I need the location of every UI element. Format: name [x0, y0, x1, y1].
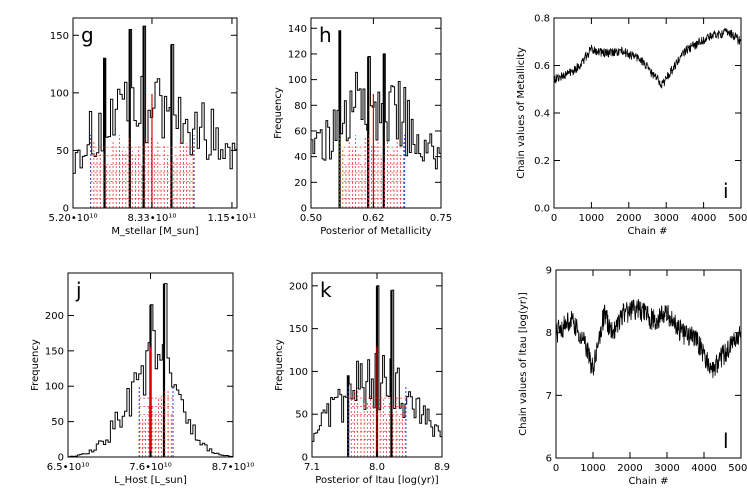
y-tick-label: 150 — [45, 346, 64, 357]
chain-trace — [553, 28, 742, 89]
panel-letter: j — [75, 278, 82, 302]
y-tick-label: 40 — [294, 152, 307, 163]
x-tick-label: 1000 — [580, 463, 605, 474]
y-axis-label: Chain values of ltau [log(yr)] — [518, 292, 529, 436]
x-tick-label: 3000 — [654, 463, 679, 474]
panel-g: 5.20•10¹⁰ 8.33•10¹⁰ 1.15•10¹¹ 0 50 100 150 M_st… — [49, 17, 257, 237]
y-axis-label: Chain values of Metallicity — [516, 47, 527, 179]
y-tick-label: 80 — [294, 101, 307, 112]
panel-j: 6.5•10¹⁰ 7.6•10¹⁰ 8.7•10¹⁰ 0 50 100 150 200 L_Ho… — [30, 272, 255, 486]
x-tick-label: 0 — [551, 213, 557, 224]
x-tick-label: 2000 — [616, 213, 641, 224]
x-axis-label: Posterior of ltau [log(yr)] — [315, 475, 439, 486]
x-tick-label: 6.5•10¹⁰ — [47, 462, 90, 473]
x-axis-label: Posterior of Metallicity — [320, 226, 432, 237]
y-tick-label: 0 — [302, 453, 308, 464]
panel-letter: g — [81, 23, 94, 47]
x-tick-label: 2000 — [617, 463, 642, 474]
x-tick-label: 8.33•10¹⁰ — [128, 213, 177, 224]
x-axis-label: Chain # — [628, 476, 668, 487]
y-tick-label: 50 — [295, 410, 308, 421]
chain-trace — [555, 298, 742, 379]
y-tick-label: 6 — [546, 454, 552, 465]
x-axis-label: L_Host [L_sun] — [114, 475, 187, 486]
y-tick-label: 0 — [58, 453, 64, 464]
x-tick-label: 4000 — [691, 463, 716, 474]
x-tick-label: 8.0 — [369, 462, 385, 473]
x-axis-label: M_stellar [M_sun] — [111, 226, 198, 237]
y-tick-label: 50 — [56, 146, 69, 157]
y-tick-label: 200 — [45, 311, 64, 322]
x-tick-label: 0.50 — [300, 213, 322, 224]
y-tick-label: 0 — [63, 204, 69, 215]
x-tick-label: 3000 — [653, 213, 678, 224]
y-tick-label: 150 — [50, 31, 69, 42]
axes-frame — [555, 269, 742, 459]
y-tick-label: 50 — [51, 417, 64, 428]
y-tick-label: 9 — [546, 266, 552, 277]
panel-letter: l — [723, 429, 729, 453]
x-tick-label: 0.75 — [430, 213, 452, 224]
x-tick-label: 0.62 — [362, 213, 384, 224]
axes-frame — [72, 17, 238, 209]
y-tick-label: 140 — [288, 24, 307, 35]
y-tick-label: 7 — [546, 391, 552, 402]
y-tick-label: 100 — [45, 382, 64, 393]
x-tick-label: 7.1 — [304, 462, 320, 473]
x-tick-label: 1000 — [579, 213, 604, 224]
panel-letter: h — [319, 23, 332, 47]
histogram-steps — [72, 25, 238, 208]
panel-letter: i — [723, 179, 729, 203]
y-tick-label: 0.6 — [534, 61, 550, 72]
y-axis-label: Frequency — [273, 87, 284, 139]
x-tick-label: 8.9 — [434, 462, 450, 473]
y-axis-label: Frequency — [274, 339, 285, 391]
axes-frame — [310, 17, 442, 209]
panel-letter: k — [320, 278, 332, 302]
y-tick-label: 0.0 — [534, 204, 550, 215]
axes-frame — [553, 17, 742, 209]
y-tick-label: 0 — [301, 204, 307, 215]
y-tick-label: 0.2 — [534, 156, 550, 167]
y-axis-label: Frequency — [30, 339, 41, 391]
x-tick-label: 5.20•10¹⁰ — [49, 213, 98, 224]
x-tick-label: 1.15•10¹¹ — [208, 213, 257, 224]
panel-k: 7.1 8.0 8.9 0 50 100 150 200 Posterior of ltau [… — [274, 272, 450, 486]
y-tick-label: 60 — [294, 126, 307, 137]
y-tick-label: 150 — [289, 324, 308, 335]
y-tick-label: 0.4 — [534, 109, 550, 120]
x-tick-label: 8.7•10¹⁰ — [212, 462, 255, 473]
x-tick-label: 4000 — [691, 213, 716, 224]
x-tick-label: 7.6•10¹⁰ — [129, 462, 172, 473]
x-tick-label: 0 — [553, 463, 559, 474]
y-tick-label: 100 — [289, 367, 308, 378]
x-axis-label: Chain # — [627, 226, 667, 237]
y-tick-label: 100 — [50, 88, 69, 99]
y-tick-label: 0.8 — [534, 14, 550, 25]
y-tick-label: 20 — [294, 178, 307, 189]
panel-h: 0.50 0.62 0.75 0 20 40 60 80 100 120 140 Posterior … — [273, 17, 452, 237]
y-tick-label: 120 — [288, 49, 307, 60]
y-tick-label: 200 — [289, 281, 308, 292]
y-tick-label: 100 — [288, 75, 307, 86]
y-tick-label: 8 — [546, 328, 552, 339]
histogram-steps — [310, 30, 442, 208]
